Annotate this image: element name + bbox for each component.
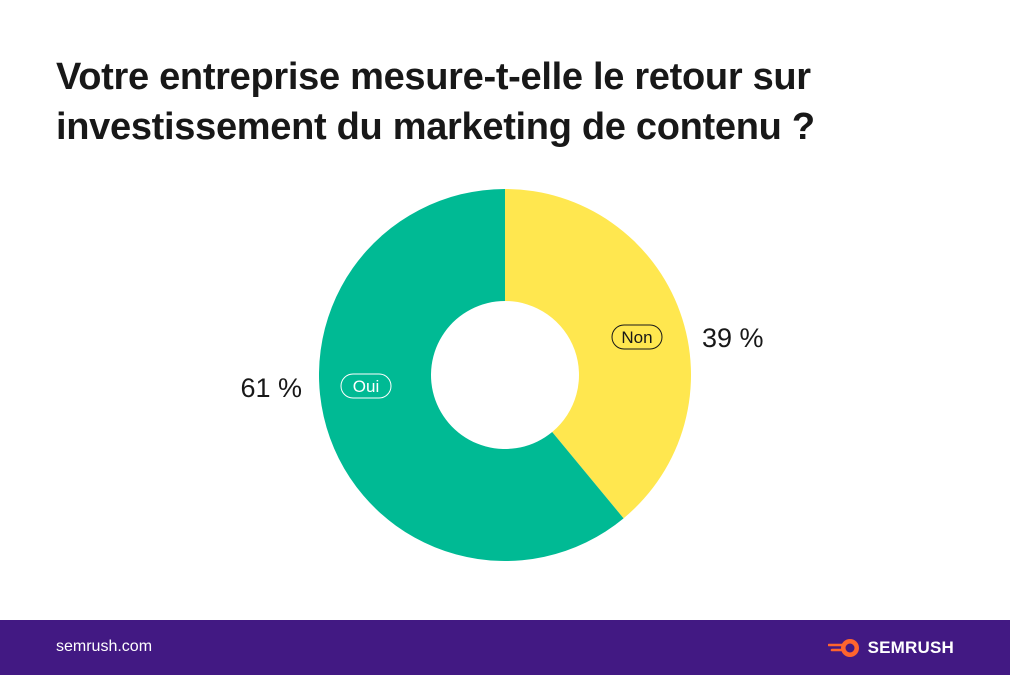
slices-group	[319, 189, 692, 562]
semrush-comet-icon	[827, 639, 859, 657]
footer-bar: semrush.com SEMRUSH	[0, 620, 1010, 675]
value-label-non: 39 %	[702, 323, 764, 353]
slice-label-pill	[611, 324, 663, 350]
slice-label-oui: Oui	[340, 373, 392, 399]
slice-label-pill	[340, 373, 392, 399]
brand-name: SEMRUSH	[867, 638, 954, 657]
slice-non	[505, 189, 692, 519]
slice-label-text: Non	[621, 328, 652, 347]
slice-label-non: Non	[611, 324, 663, 350]
brand-logo[interactable]: SEMRUSH	[827, 637, 954, 659]
footer-url[interactable]: semrush.com	[56, 638, 153, 655]
value-labels-group: 39 % 61 %	[240, 323, 763, 403]
slice-labels-group: Non Oui	[340, 324, 663, 399]
slice-label-text: Oui	[353, 377, 379, 396]
value-label-oui: 61 %	[240, 373, 302, 403]
page-title: Votre entreprise mesure-t-elle le retour…	[56, 56, 815, 148]
slice-oui	[319, 189, 624, 562]
donut-chart: Non Oui 39 % 61 %	[240, 189, 764, 562]
